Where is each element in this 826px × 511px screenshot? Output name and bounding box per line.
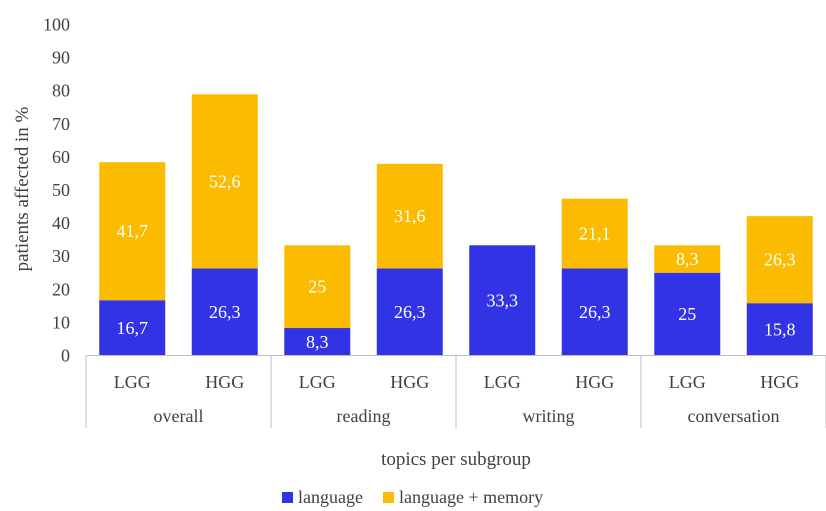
x-tick-label: HGG (390, 372, 429, 392)
data-label: 25 (678, 304, 696, 324)
bar-segment-language-memory (191, 94, 258, 269)
y-tick-label: 90 (52, 48, 70, 68)
x-tick-label: HGG (760, 372, 799, 392)
bar-segment-language (654, 272, 721, 356)
data-label: 15,8 (764, 319, 796, 339)
y-tick-label: 40 (52, 213, 70, 233)
data-label: 26,3 (764, 250, 796, 270)
bar-segment-language (376, 268, 443, 356)
x-tick-label: LGG (669, 372, 706, 392)
bar-segment-language (561, 268, 628, 356)
legend-label: language (298, 487, 363, 507)
x-tick-label: LGG (299, 372, 336, 392)
group-label: conversation (688, 406, 780, 426)
bar-segment-language (99, 300, 166, 356)
bar-segment-language (746, 303, 813, 356)
data-label: 8,3 (306, 332, 329, 352)
y-axis-ticks: 0 10 20 30 40 50 60 70 80 90 100 (43, 15, 70, 366)
y-tick-label: 30 (52, 246, 70, 266)
y-tick-label: 80 (52, 81, 70, 101)
legend: language language + memory (282, 487, 543, 507)
y-tick-label: 100 (43, 15, 70, 35)
bar-segment-language-memory (654, 245, 721, 273)
y-tick-label: 10 (52, 312, 70, 332)
bar-segment-language-memory (376, 163, 443, 269)
data-label: 31,6 (394, 206, 426, 226)
y-tick-label: 0 (61, 346, 70, 366)
bars (99, 94, 813, 356)
bar-segment-language-memory (561, 198, 628, 269)
bar-segment-language (284, 328, 351, 356)
x-tick-label: HGG (575, 372, 614, 392)
data-label: 41,7 (117, 221, 149, 241)
group-label: writing (523, 406, 575, 426)
data-label: 33,3 (487, 290, 519, 310)
bar-segment-language-memory (99, 162, 166, 301)
data-label: 26,3 (394, 302, 426, 322)
data-label: 52,6 (209, 171, 241, 191)
data-labels: 16,7 26,3 8,3 26,3 33,3 26,3 25 15,8 41,7 52,6 25 3… (117, 171, 796, 351)
data-label: 26,3 (579, 302, 611, 322)
data-label: 16,7 (117, 318, 149, 338)
y-axis-title: patients affected in % (12, 106, 33, 271)
group-label: reading (337, 406, 391, 426)
data-label: 8,3 (676, 249, 699, 269)
x-tick-label: HGG (205, 372, 244, 392)
bar-segment-language (469, 245, 536, 356)
y-tick-label: 50 (52, 180, 70, 200)
legend-swatch-language-memory (382, 492, 394, 503)
data-label: 21,1 (579, 224, 611, 244)
x-axis-title: topics per subgroup (381, 449, 531, 470)
x-tick-label: LGG (484, 372, 521, 392)
data-label: 26,3 (209, 302, 241, 322)
group-label: overall (154, 406, 204, 426)
legend-swatch-language (282, 492, 293, 503)
bar-segment-language (191, 268, 258, 356)
legend-label: language + memory (399, 487, 543, 507)
x-tick-label: LGG (114, 372, 151, 392)
bar-segment-language-memory (746, 216, 813, 304)
data-label: 25 (308, 277, 326, 297)
y-tick-label: 70 (52, 114, 70, 134)
bar-segment-language-memory (284, 245, 351, 329)
y-tick-label: 20 (52, 279, 70, 299)
y-tick-label: 60 (52, 147, 70, 167)
